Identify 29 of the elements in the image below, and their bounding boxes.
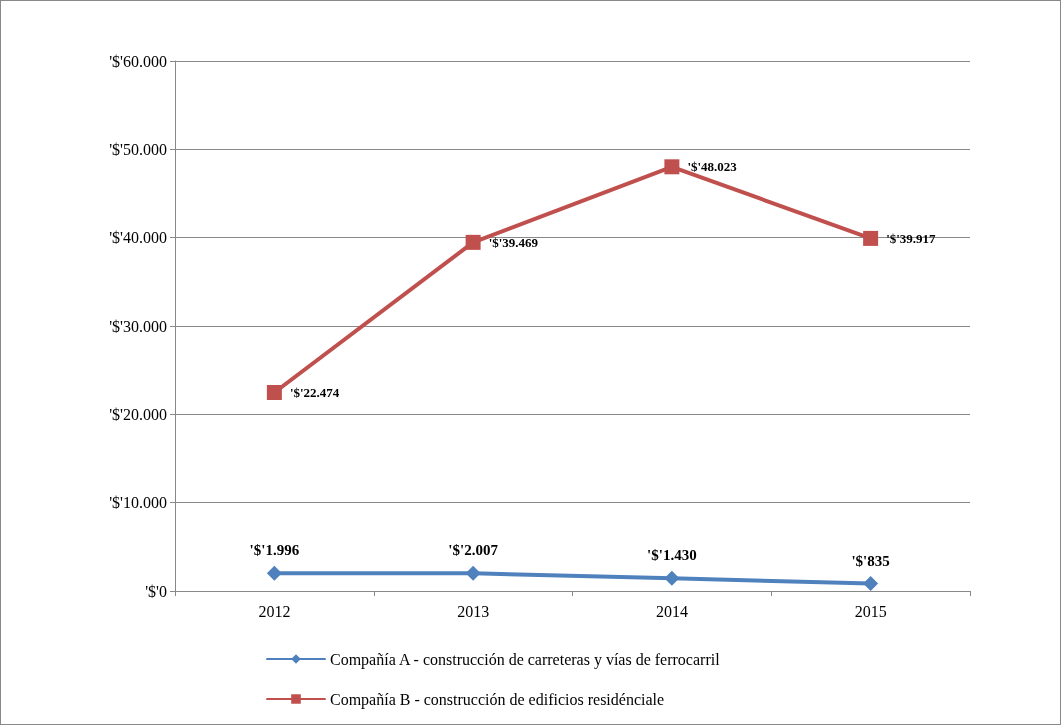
x-tick-label: 2015 [854, 602, 887, 620]
data-label: '$'39.917 [886, 230, 937, 246]
x-tick-label: 2013 [457, 602, 490, 620]
y-tick-label: '$'10.000 [109, 494, 167, 512]
data-label: '$'22.474 [289, 384, 340, 400]
point [863, 576, 879, 592]
data-label: '$'39.469 [488, 234, 539, 250]
point [863, 230, 879, 246]
y-tick-label: '$'20.000 [109, 405, 167, 423]
point [266, 565, 282, 581]
x-tick-label: 2014 [655, 602, 688, 620]
point [664, 570, 680, 586]
data-label: '$'835 [851, 552, 890, 569]
y-tick-label: '$'0 [145, 582, 167, 600]
legend-label: Compañía B - construcción de edificios residénciale [330, 690, 665, 709]
data-label: '$'48.023 [687, 159, 738, 175]
y-tick-label: '$'50.000 [109, 140, 167, 158]
point [664, 159, 680, 175]
data-label: '$'2.007 [448, 542, 499, 559]
point [465, 565, 481, 581]
legend-label: Compañía A - construcción de carreteras y vías de ferrocarril [330, 650, 721, 669]
data-label: '$'1.430 [647, 547, 697, 564]
point [266, 384, 282, 400]
point [465, 234, 481, 250]
y-tick-label: '$'60.000 [109, 52, 167, 70]
x-tick-label: 2012 [258, 602, 291, 620]
data-label: '$'1.996 [249, 542, 300, 559]
y-tick-label: '$'30.000 [109, 317, 167, 335]
y-tick-label: '$'40.000 [109, 229, 167, 247]
